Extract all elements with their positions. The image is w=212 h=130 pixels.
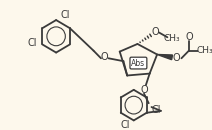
Text: Cl: Cl (61, 10, 70, 20)
Text: O: O (101, 52, 109, 62)
Polygon shape (157, 54, 173, 60)
Text: O: O (185, 32, 193, 42)
Text: O: O (140, 85, 148, 95)
Text: Abs: Abs (131, 59, 145, 68)
Text: O: O (151, 27, 159, 37)
Text: CH₃: CH₃ (197, 46, 212, 55)
Text: CH₃: CH₃ (164, 34, 180, 43)
Text: Cl: Cl (121, 120, 130, 130)
Text: Cl: Cl (27, 38, 36, 48)
Text: O: O (173, 53, 181, 63)
Text: Cl: Cl (151, 105, 161, 115)
